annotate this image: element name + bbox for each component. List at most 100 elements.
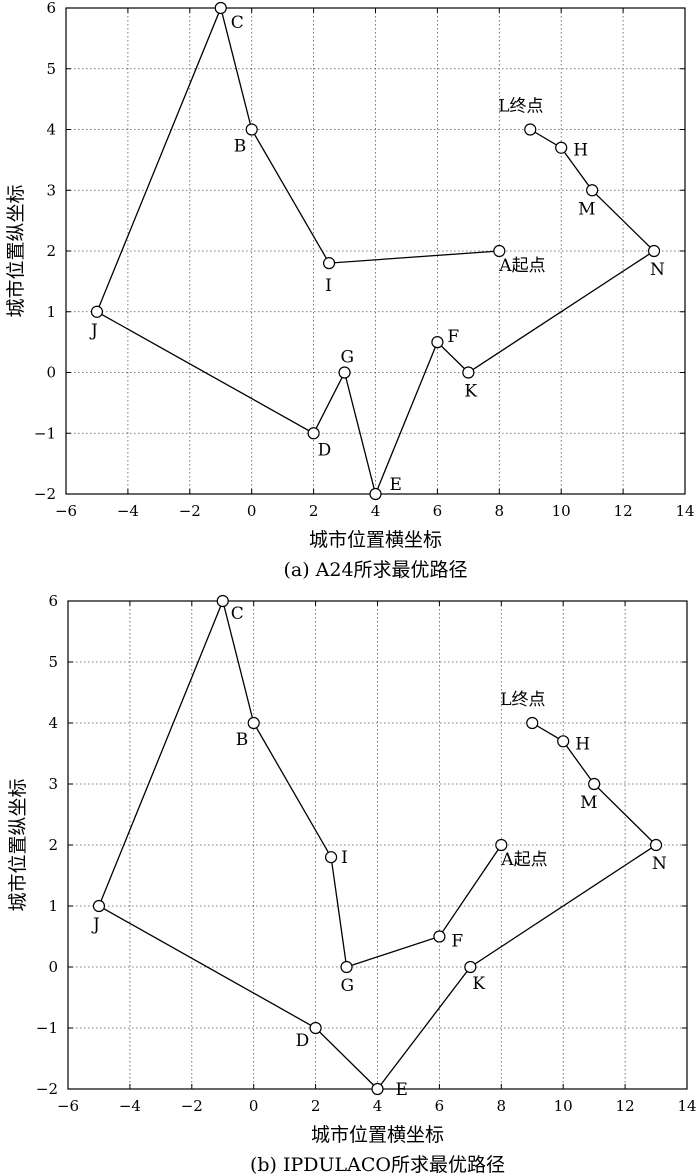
city-label: D: [296, 1031, 310, 1051]
city-label: J: [89, 321, 98, 341]
city-point: [307, 427, 320, 440]
x-tick-label: 6: [435, 1097, 445, 1115]
city-point: [92, 899, 106, 913]
city-label: E: [390, 475, 402, 495]
city-point: [557, 735, 570, 748]
y-tick-label: −2: [36, 1080, 58, 1098]
city-point: [322, 257, 336, 270]
y-tick-label: 3: [46, 181, 56, 199]
y-tick-label: −2: [34, 485, 56, 503]
x-tick-label: 14: [677, 1097, 696, 1115]
y-tick-label: 3: [48, 775, 58, 793]
city-point: [647, 244, 661, 258]
chart-a: −6 −4 −2 0 2 4 6 8 10 12 14−2−10123456A起点BCDEFGHIJ…: [5, 0, 695, 581]
x-tick-label: 10: [554, 1097, 573, 1115]
x-tick-label: 4: [371, 502, 381, 520]
city-point: [433, 930, 446, 943]
city-label: I: [341, 848, 348, 868]
x-tick-label: −2: [179, 502, 201, 520]
x-tick-label: 12: [614, 502, 633, 520]
city-label: G: [341, 976, 355, 996]
city-label: A起点: [498, 256, 545, 276]
x-tick-label: 10: [552, 502, 571, 520]
city-label: A起点: [500, 850, 547, 870]
city-point: [90, 305, 104, 318]
city-point: [524, 123, 537, 136]
city-label: D: [318, 440, 332, 460]
x-tick-label: 8: [495, 502, 505, 520]
city-label: F: [447, 327, 459, 347]
city-label: F: [451, 932, 463, 952]
city-point: [588, 777, 601, 791]
y-axis-label: 城市位置纵坐标: [7, 778, 29, 911]
y-tick-label: 6: [46, 0, 56, 17]
city-label: E: [396, 1080, 408, 1100]
y-tick-label: 2: [48, 836, 58, 854]
city-point: [495, 838, 508, 852]
city-point: [493, 244, 506, 258]
city-point: [247, 716, 260, 730]
city-label: N: [652, 854, 667, 874]
y-tick-label: 2: [46, 242, 56, 260]
city-label: G: [341, 348, 355, 368]
figure-caption: (a) A24所求最优路径: [283, 559, 467, 581]
city-label: C: [231, 604, 244, 624]
city-label: L终点: [498, 97, 543, 117]
x-tick-label: −4: [119, 1097, 141, 1115]
y-tick-label: 1: [48, 897, 58, 915]
x-tick-label: 2: [309, 502, 319, 520]
x-tick-label: 6: [433, 502, 443, 520]
x-tick-label: 12: [616, 1097, 635, 1115]
y-tick-label: 5: [48, 653, 58, 671]
x-tick-label: 4: [373, 1097, 383, 1115]
city-label: H: [573, 141, 588, 161]
x-tick-label: −4: [117, 502, 139, 520]
x-tick-label: 8: [497, 1097, 507, 1115]
city-label: H: [575, 734, 590, 754]
y-tick-label: 0: [48, 958, 58, 976]
city-point: [464, 960, 477, 974]
chart-b: −6 −4 −2 0 2 4 6 8 10 12 14−2−10123456A起点BCDEFGHIJ…: [7, 592, 697, 1176]
y-tick-label: 4: [46, 121, 56, 139]
route-line: [96, 5, 656, 497]
x-axis-label: 城市位置横坐标: [309, 529, 442, 551]
city-point: [431, 336, 444, 349]
x-tick-label: 0: [247, 502, 257, 520]
x-tick-label: 0: [249, 1097, 259, 1115]
y-tick-label: 6: [48, 592, 58, 610]
city-point: [371, 1082, 384, 1096]
x-tick-label: 14: [675, 502, 694, 520]
x-tick-label: 2: [311, 1097, 321, 1115]
y-tick-label: 0: [46, 364, 56, 382]
city-point: [462, 366, 475, 379]
y-axis-label: 城市位置纵坐标: [5, 184, 27, 317]
x-axis-label: 城市位置横坐标: [311, 1124, 444, 1146]
city-point: [369, 487, 382, 501]
city-point: [309, 1021, 322, 1035]
city-label: K: [472, 974, 485, 994]
city-point: [245, 123, 258, 136]
y-tick-label: −1: [34, 424, 56, 442]
y-tick-label: −1: [36, 1019, 58, 1037]
city-point: [555, 141, 568, 154]
city-label: B: [236, 730, 249, 750]
city-label: I: [325, 276, 332, 296]
city-label: L终点: [500, 690, 545, 710]
city-label: N: [650, 260, 665, 280]
city-point: [214, 1, 227, 15]
city-point: [526, 716, 539, 730]
city-point: [586, 184, 599, 197]
x-tick-label: −2: [181, 1097, 203, 1115]
x-tick-label: −6: [55, 502, 77, 520]
y-tick-label: 5: [46, 60, 56, 78]
city-point: [338, 366, 351, 379]
y-tick-label: 4: [48, 714, 58, 732]
city-point: [340, 960, 353, 974]
route-line: [98, 598, 658, 1090]
y-tick-label: 1: [46, 303, 56, 321]
city-point: [324, 851, 338, 864]
figure-caption: (b) IPDULACO所求最优路径: [250, 1154, 505, 1176]
city-point: [216, 594, 229, 608]
city-label: K: [464, 382, 477, 402]
